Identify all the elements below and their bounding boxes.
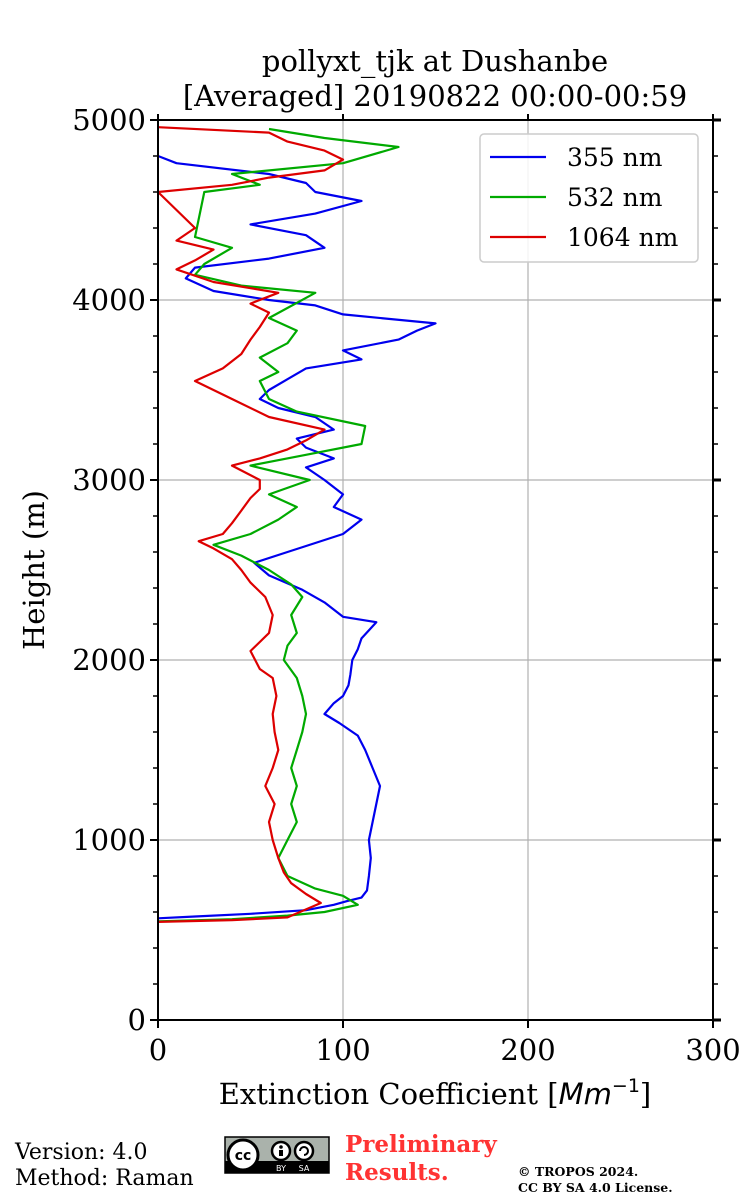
plot-area-border bbox=[157, 119, 714, 1021]
series-lines bbox=[158, 126, 437, 923]
legend-label: 1064 nm bbox=[567, 223, 679, 252]
chart-title: pollyxt_tjk at Dushanbe bbox=[262, 44, 608, 79]
x-axis-label: Extinction Coefficient [Mm−1] bbox=[219, 1075, 652, 1111]
y-tick-label: 0 bbox=[128, 1003, 146, 1037]
y-tick-label: 5000 bbox=[72, 103, 146, 137]
cc-by-label: BY bbox=[276, 1164, 286, 1173]
attribution-icon-body bbox=[279, 1150, 283, 1156]
copyright-note: © TROPOS 2024. CC BY SA 4.0 License. bbox=[518, 1164, 673, 1196]
footer-version-block: Version: 4.0 Method: Raman bbox=[15, 1140, 194, 1192]
preliminary-line-2: Results. bbox=[345, 1159, 449, 1186]
x-axis-label-text: Extinction Coefficient [ bbox=[219, 1077, 559, 1111]
x-axis-label-exponent: −1 bbox=[612, 1075, 640, 1097]
version-text: Version: 4.0 bbox=[15, 1140, 148, 1165]
legend-label: 355 nm bbox=[567, 143, 663, 172]
y-tick-label: 1000 bbox=[72, 823, 146, 857]
cc-icon bbox=[226, 1138, 260, 1172]
x-axis-label-close: ] bbox=[640, 1077, 651, 1111]
share-alike-icon bbox=[293, 1140, 315, 1162]
x-tick-label: 300 bbox=[685, 1033, 740, 1067]
method-text: Method: Raman bbox=[15, 1166, 194, 1191]
copyright-line-2: CC BY SA 4.0 License. bbox=[518, 1180, 673, 1195]
x-tick-label: 100 bbox=[315, 1033, 370, 1067]
series-line-1064-nm bbox=[158, 126, 345, 923]
x-tick-label: 200 bbox=[500, 1033, 555, 1067]
copyright-line-1: © TROPOS 2024. bbox=[518, 1164, 639, 1179]
share-alike-icon-arrow bbox=[299, 1146, 309, 1156]
y-tick-label: 3000 bbox=[72, 463, 146, 497]
y-axis-label: Height (m) bbox=[17, 490, 51, 650]
series-line-355-nm bbox=[158, 154, 437, 920]
series-line-532-nm bbox=[158, 127, 400, 923]
x-axis-label-unit: Mm bbox=[559, 1077, 612, 1111]
legend: 355 nm 532 nm 1064 nm bbox=[479, 133, 699, 263]
legend-box bbox=[479, 133, 699, 263]
y-tick-label: 2000 bbox=[72, 643, 146, 677]
legend-label: 532 nm bbox=[567, 183, 663, 212]
chart-subtitle: [Averaged] 20190822 00:00-00:59 bbox=[183, 79, 687, 113]
cc-license-badge: cc BY SA bbox=[224, 1136, 330, 1174]
preliminary-line-1: Preliminary bbox=[345, 1131, 497, 1158]
cc-icon-label: cc bbox=[235, 1148, 252, 1164]
plot-frame bbox=[157, 119, 714, 1021]
x-tick-label: 0 bbox=[149, 1033, 167, 1067]
preliminary-results-note: Preliminary Results. bbox=[345, 1131, 497, 1187]
y-tick-label: 4000 bbox=[72, 283, 146, 317]
attribution-icon-head bbox=[279, 1145, 283, 1149]
cc-sa-label: SA bbox=[299, 1164, 310, 1173]
